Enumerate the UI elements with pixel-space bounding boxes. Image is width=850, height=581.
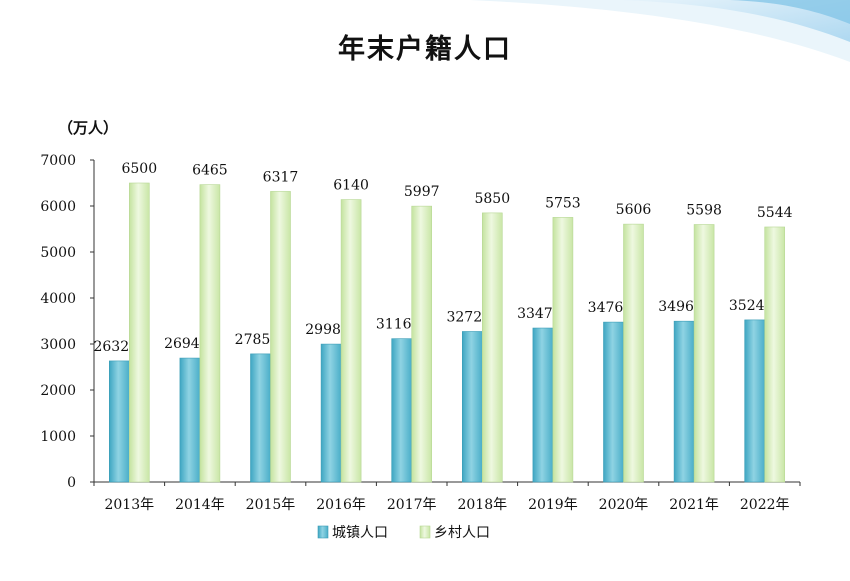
data-label-rural: 5850	[474, 191, 510, 207]
x-tick-label: 2013年	[104, 497, 154, 513]
data-label-rural: 6317	[263, 169, 299, 185]
bar-rural	[270, 191, 291, 483]
data-label-rural: 6140	[333, 178, 369, 194]
data-label-urban: 2785	[235, 332, 271, 348]
legend: 城镇人口 乡村人口	[317, 525, 490, 541]
y-unit-label: （万人）	[58, 119, 118, 137]
chart-title: 年末户籍人口	[338, 33, 512, 65]
data-label-rural: 5606	[616, 202, 652, 218]
x-tick-label: 2014年	[175, 497, 225, 513]
bar-rural	[129, 182, 150, 483]
data-label-rural: 5753	[545, 195, 581, 211]
legend-swatch	[419, 525, 431, 539]
x-tick-label: 2018年	[457, 497, 507, 513]
data-label-urban: 2998	[305, 322, 341, 338]
x-tick-label: 2017年	[387, 497, 437, 513]
bar-rural	[340, 199, 362, 483]
bar-rural	[764, 226, 786, 483]
y-tick-label: 0	[67, 475, 76, 491]
x-tick-label: 2019年	[528, 497, 578, 513]
bar-urban	[532, 327, 554, 483]
bar-rural	[693, 224, 715, 483]
data-label-urban: 3496	[658, 299, 694, 315]
y-tick-label: 2000	[40, 383, 76, 399]
x-tick-label: 2021年	[669, 497, 719, 513]
y-tick-label: 6000	[40, 199, 76, 215]
x-tick-label: 2020年	[599, 497, 649, 513]
data-label-urban: 3476	[588, 300, 624, 316]
bar-urban	[109, 360, 130, 483]
bar-urban	[179, 357, 201, 483]
data-label-rural: 6465	[192, 163, 228, 179]
bar-rural	[199, 184, 221, 483]
x-tick-label: 2022年	[740, 497, 790, 513]
data-label-urban: 3347	[517, 306, 553, 322]
bar-urban	[250, 353, 271, 483]
legend-label: 乡村人口	[434, 525, 490, 541]
y-tick-label: 3000	[40, 337, 76, 353]
bar-urban	[461, 331, 483, 483]
data-label-urban: 3524	[729, 298, 765, 314]
data-label-urban: 2632	[93, 339, 129, 355]
bar-urban	[391, 338, 413, 483]
bar-urban	[673, 320, 695, 483]
bar-urban	[744, 319, 766, 483]
data-label-urban: 3116	[376, 317, 412, 333]
data-label-rural: 5997	[404, 184, 440, 200]
data-label-urban: 2694	[164, 336, 200, 352]
x-tick-label: 2016年	[316, 497, 366, 513]
data-labels: 2632 6500 2694 6465 2785 6317 2998 6140 3116 5997…	[93, 161, 792, 355]
data-label-rural: 5598	[686, 202, 722, 218]
axes: 0 1000 2000 3000 4000 5000 6000 7000 2013年 2014年 2…	[40, 153, 801, 513]
bar-rural	[411, 205, 433, 483]
legend-swatch	[317, 525, 329, 539]
data-label-rural: 5544	[757, 205, 793, 221]
data-label-urban: 3272	[446, 309, 482, 325]
y-tick-label: 5000	[40, 245, 76, 261]
bar-rural	[623, 223, 644, 483]
y-tick-label: 1000	[40, 429, 76, 445]
bars	[109, 182, 786, 483]
x-tick-label: 2015年	[246, 497, 296, 513]
bar-rural	[552, 217, 574, 483]
y-tick-label: 4000	[40, 291, 76, 307]
y-tick-label: 7000	[40, 153, 76, 169]
legend-label: 城镇人口	[332, 525, 388, 541]
corner-decoration	[470, 0, 850, 62]
bar-urban	[603, 321, 624, 483]
bar-urban	[320, 343, 342, 483]
data-label-rural: 6500	[121, 161, 157, 177]
bar-rural	[481, 212, 503, 483]
